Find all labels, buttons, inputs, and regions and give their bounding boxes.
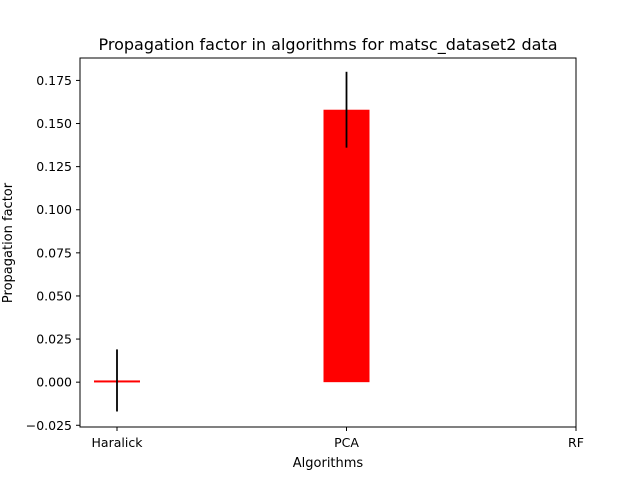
x-tick-label: RF <box>568 435 584 450</box>
y-tick-label: 0.050 <box>36 288 72 303</box>
y-tick-label: 0.100 <box>36 202 72 217</box>
y-tick-label: 0.000 <box>36 375 72 390</box>
x-tick-label: PCA <box>334 435 359 450</box>
x-axis-label: Algorithms <box>293 456 364 471</box>
bar-pca <box>323 109 370 383</box>
plot-area: −0.025 0.000 0.025 0.050 0.075 0.100 0.125 0.15… <box>26 57 584 450</box>
axes-frame <box>79 57 577 428</box>
y-tick-label: 0.125 <box>36 159 72 174</box>
x-tick-label: Haralick <box>92 435 144 450</box>
y-tick-label: 0.075 <box>36 245 72 260</box>
y-tick-label: 0.025 <box>36 332 72 347</box>
y-tick-label: 0.175 <box>36 73 72 88</box>
y-axis-label: Propagation factor <box>1 182 16 303</box>
chart-title: Propagation factor in algorithms for mat… <box>99 35 558 55</box>
y-tick-label: −0.025 <box>26 418 72 433</box>
y-tick-label: 0.150 <box>36 116 72 131</box>
